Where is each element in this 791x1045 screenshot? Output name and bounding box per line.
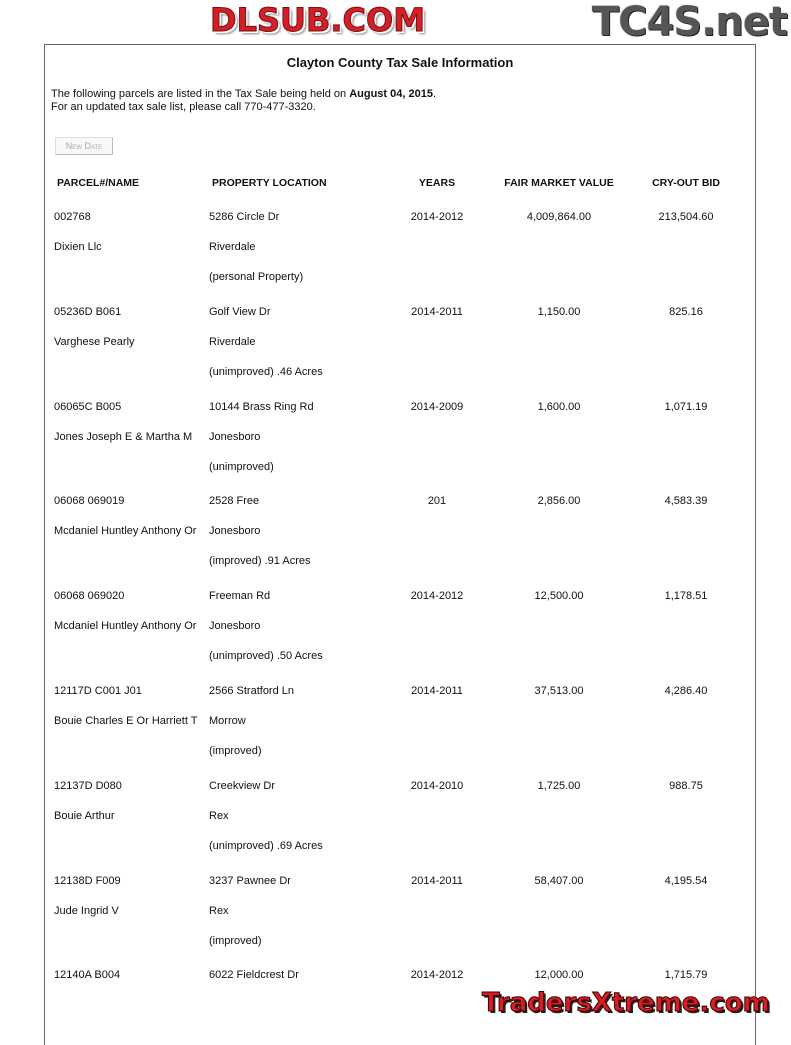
cell-type: (unimproved) .69 Acres xyxy=(209,839,323,852)
cell-years: 2014-2012 xyxy=(410,969,464,982)
cell-years: 2014-2011 xyxy=(411,685,463,697)
document-frame: Clayton County Tax Sale Information The … xyxy=(44,44,756,1045)
cell-parcel: 12138D F009 xyxy=(54,874,121,887)
cell-type: (improved) .91 Acres xyxy=(209,555,311,568)
cell-city: Riverdale xyxy=(209,241,256,253)
cell-city: Rex xyxy=(209,809,229,822)
cell-address: 6022 Fieldcrest Dr xyxy=(209,969,299,982)
cell-parcel: 06065C B005 xyxy=(54,400,122,413)
cell-bid: 1,178.51 xyxy=(664,590,708,603)
col-years: YEARS xyxy=(418,177,456,189)
cell-years: 2014-2011 xyxy=(411,874,463,887)
cell-years: 2014-2012 xyxy=(410,211,464,223)
cell-parcel: 12117D C001 J01 xyxy=(54,685,142,697)
page-title: Clayton County Tax Sale Information xyxy=(286,55,514,70)
cell-fmv: 2,856.00 xyxy=(537,495,581,508)
cell-city: Jonesboro xyxy=(209,430,261,443)
cell-city: Jonesboro xyxy=(209,620,261,633)
cell-fmv: 4,009,864.00 xyxy=(526,211,592,223)
cell-name: Bouie Charles E Or Harriett T xyxy=(54,715,198,727)
intro-punct: . xyxy=(432,88,437,100)
cell-fmv: 1,600.00 xyxy=(537,400,581,413)
new-date-button[interactable]: New Date xyxy=(55,137,113,155)
cell-fmv: 58,407.00 xyxy=(534,874,584,887)
cell-years: 2014-2012 xyxy=(410,590,464,603)
intro-text: The following parcels are listed in the … xyxy=(51,88,436,114)
cell-bid: 1,071.19 xyxy=(664,400,708,413)
cell-fmv: 37,513.00 xyxy=(534,685,584,697)
cell-name: Mcdaniel Huntley Anthony Or xyxy=(54,620,197,633)
cell-address: Golf View Dr xyxy=(209,305,271,318)
cell-address: 10144 Brass Ring Rd xyxy=(209,400,314,413)
cell-name: Dixien Llc xyxy=(54,241,102,253)
cell-type: (improved) xyxy=(209,934,262,947)
cell-type: (unimproved) .50 Acres xyxy=(209,650,323,663)
col-fmv: FAIR MARKET VALUE xyxy=(504,177,614,189)
cell-type: (unimproved) xyxy=(209,460,274,473)
watermark-dlsub: DLSUB.COM xyxy=(209,1,426,39)
cell-address: Freeman Rd xyxy=(209,590,271,603)
cell-fmv: 1,725.00 xyxy=(537,779,581,792)
cell-bid: 988.75 xyxy=(669,779,703,792)
cell-address: Creekview Dr xyxy=(209,779,276,792)
cell-address: 3237 Pawnee Dr xyxy=(209,874,291,887)
cell-type: (unimproved) .46 Acres xyxy=(209,365,323,378)
cell-city: Rex xyxy=(209,904,229,917)
cell-bid: 1,715.79 xyxy=(664,969,708,982)
intro-line2: For an updated tax sale list, please cal… xyxy=(51,101,316,113)
cell-years: 2014-2010 xyxy=(410,779,464,792)
cell-parcel: 12140A B004 xyxy=(54,969,121,982)
cell-parcel: 06068 069020 xyxy=(54,590,125,603)
cell-name: Jones Joseph E & Martha M xyxy=(54,430,193,443)
cell-city: Riverdale xyxy=(209,335,256,348)
cell-city: Morrow xyxy=(209,715,246,727)
cell-name: Mcdaniel Huntley Anthony Or xyxy=(54,525,197,538)
cell-type: (personal Property) xyxy=(209,271,304,283)
cell-name: Bouie Arthur xyxy=(54,809,115,822)
cell-years: 2014-2009 xyxy=(410,400,464,413)
col-parcel: PARCEL#/NAME xyxy=(57,177,140,189)
cell-address: 5286 Circle Dr xyxy=(209,211,280,223)
cell-type: (improved) xyxy=(209,745,262,757)
cell-fmv: 12,000.00 xyxy=(534,969,584,982)
cell-parcel: 002768 xyxy=(54,211,91,223)
watermark-tradersxtreme: TradersXtreme.com xyxy=(482,988,771,1018)
col-location: PROPERTY LOCATION xyxy=(212,177,327,189)
cell-bid: 213,504.60 xyxy=(658,211,714,223)
cell-parcel: 12137D D080 xyxy=(54,779,122,792)
cell-bid: 4,286.40 xyxy=(664,685,708,697)
cell-city: Jonesboro xyxy=(209,525,261,538)
cell-address: 2566 Stratford Ln xyxy=(209,685,295,697)
intro-line1: The following parcels are listed in the … xyxy=(51,88,350,100)
cell-name: Jude Ingrid V xyxy=(54,904,119,917)
cell-fmv: 1,150.00 xyxy=(537,305,581,318)
cell-years: 201 xyxy=(427,495,447,508)
cell-name: Varghese Pearly xyxy=(54,335,135,348)
cell-bid: 825.16 xyxy=(669,305,703,318)
cell-bid: 4,195.54 xyxy=(664,874,708,887)
cell-bid: 4,583.39 xyxy=(664,495,708,508)
cell-parcel: 05236D B061 xyxy=(54,305,122,318)
cell-parcel: 06068 069019 xyxy=(54,495,125,508)
cell-years: 2014-2011 xyxy=(411,305,463,318)
watermark-tc4s: TC4S.net xyxy=(591,0,788,45)
col-bid: CRY-OUT BID xyxy=(652,177,720,189)
sale-date: August 04, 2015 xyxy=(349,88,433,100)
cell-fmv: 12,500.00 xyxy=(534,590,584,603)
cell-address: 2528 Free xyxy=(209,495,260,508)
